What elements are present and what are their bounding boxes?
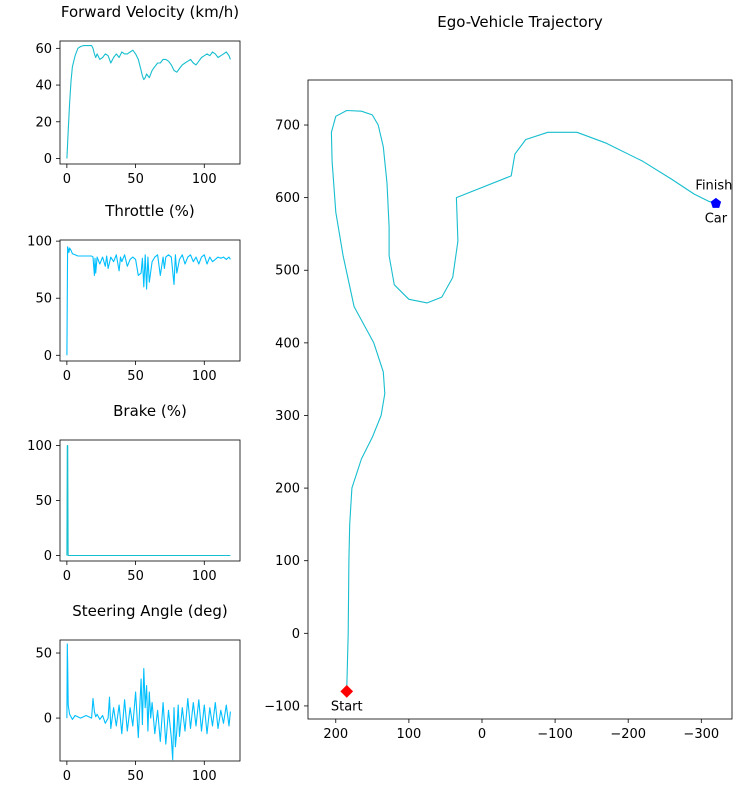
car-marker bbox=[710, 197, 722, 208]
velocity-axes-frame bbox=[59, 40, 241, 165]
y-tick-label: −100 bbox=[264, 699, 300, 714]
y-tick-label: 50 bbox=[35, 494, 52, 509]
y-tick-label: 300 bbox=[275, 409, 300, 424]
trajectory-panel: Ego-Vehicle Trajectory 200 100 0 −100 −200 −3… bbox=[264, 13, 732, 742]
x-tick-label: −100 bbox=[537, 727, 573, 742]
finish-label: Finish bbox=[695, 178, 732, 193]
y-tick-label: 600 bbox=[275, 191, 300, 206]
throttle-ticks: 0 50 100 0 50 100 bbox=[27, 235, 217, 384]
x-tick-label: 100 bbox=[192, 769, 217, 784]
velocity-panel: Forward Velocity (km/h) 0 50 100 0 20 40 60 bbox=[35, 3, 241, 187]
throttle-title: Throttle (%) bbox=[104, 202, 195, 220]
trajectory-ticks: 200 100 0 −100 −200 −300 −100 0 100 200 300 400 500 6… bbox=[264, 119, 719, 742]
x-tick-label: −300 bbox=[683, 727, 719, 742]
brake-ticks: 0 50 100 0 50 100 bbox=[27, 439, 217, 584]
x-tick-label: 0 bbox=[63, 369, 71, 384]
trajectory-axes-frame bbox=[307, 79, 733, 720]
x-tick-label: 0 bbox=[63, 172, 71, 187]
trajectory-title: Ego-Vehicle Trajectory bbox=[437, 13, 603, 31]
y-tick-label: 50 bbox=[35, 292, 52, 307]
brake-line bbox=[66, 444, 231, 557]
steering-line bbox=[66, 643, 231, 761]
x-tick-label: 50 bbox=[127, 172, 144, 187]
throttle-line bbox=[66, 246, 231, 356]
x-tick-label: 0 bbox=[63, 769, 71, 784]
brake-title: Brake (%) bbox=[113, 402, 187, 420]
steering-ticks: 0 50 100 0 50 bbox=[35, 647, 216, 784]
y-tick-label: 500 bbox=[275, 264, 300, 279]
y-tick-label: 0 bbox=[44, 152, 52, 167]
trajectory-line bbox=[330, 109, 717, 692]
x-tick-label: 50 bbox=[127, 769, 144, 784]
x-tick-label: 0 bbox=[478, 727, 486, 742]
y-tick-label: 100 bbox=[275, 554, 300, 569]
y-tick-label: 20 bbox=[35, 115, 52, 130]
start-label: Start bbox=[331, 699, 363, 714]
x-tick-label: 100 bbox=[192, 172, 217, 187]
brake-panel: Brake (%) 0 50 100 0 50 100 bbox=[27, 402, 241, 584]
y-tick-label: 40 bbox=[35, 79, 52, 94]
x-tick-label: −200 bbox=[610, 727, 646, 742]
y-tick-label: 0 bbox=[44, 349, 52, 364]
y-tick-label: 200 bbox=[275, 482, 300, 497]
x-tick-label: 50 bbox=[127, 569, 144, 584]
x-tick-label: 0 bbox=[63, 569, 71, 584]
steering-title: Steering Angle (deg) bbox=[72, 602, 227, 620]
x-tick-label: 100 bbox=[192, 569, 217, 584]
y-tick-label: 400 bbox=[275, 336, 300, 351]
velocity-ticks: 0 50 100 0 20 40 60 bbox=[35, 42, 216, 187]
x-tick-label: 100 bbox=[192, 369, 217, 384]
y-tick-label: 0 bbox=[292, 627, 300, 642]
steering-axes-frame bbox=[59, 639, 241, 762]
y-tick-label: 50 bbox=[35, 647, 52, 662]
steering-panel: Steering Angle (deg) 0 50 100 0 50 bbox=[35, 602, 241, 784]
start-marker bbox=[340, 685, 354, 698]
throttle-panel: Throttle (%) 0 50 100 0 50 100 bbox=[27, 202, 241, 384]
brake-axes-frame bbox=[59, 439, 241, 562]
velocity-line bbox=[66, 45, 231, 159]
velocity-title: Forward Velocity (km/h) bbox=[61, 3, 239, 21]
x-tick-label: 50 bbox=[127, 369, 144, 384]
y-tick-label: 700 bbox=[275, 119, 300, 134]
x-tick-label: 100 bbox=[396, 727, 421, 742]
y-tick-label: 100 bbox=[27, 235, 52, 250]
y-tick-label: 0 bbox=[44, 712, 52, 727]
y-tick-label: 0 bbox=[44, 549, 52, 564]
y-tick-label: 100 bbox=[27, 439, 52, 454]
x-tick-label: 200 bbox=[323, 727, 348, 742]
y-tick-label: 60 bbox=[35, 42, 52, 57]
car-label: Car bbox=[705, 211, 728, 226]
throttle-axes-frame bbox=[59, 239, 241, 362]
